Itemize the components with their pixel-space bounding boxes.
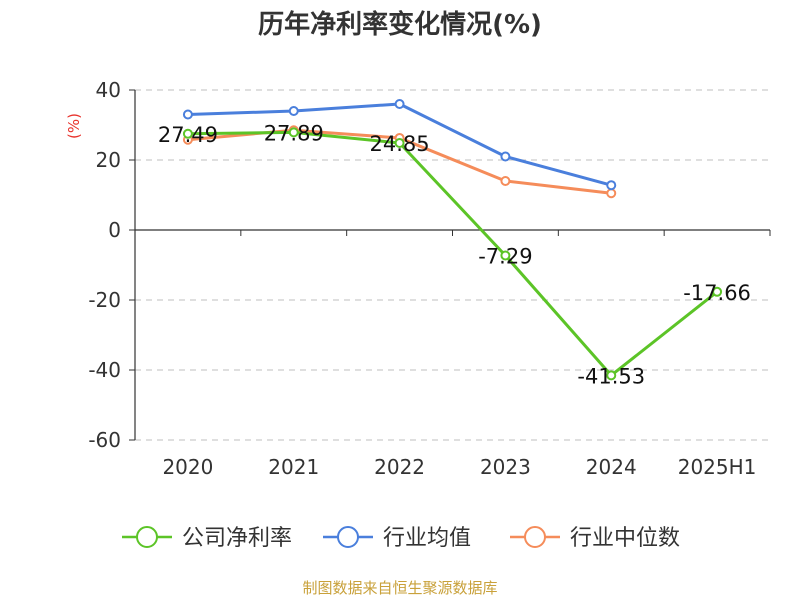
x-tick-label: 2022 — [374, 455, 425, 479]
y-tick-label: -20 — [88, 288, 121, 312]
legend-label: 公司净利率 — [182, 526, 292, 551]
chart-title: 历年净利率变化情况(%) — [258, 9, 542, 40]
y-tick-label: 40 — [96, 78, 121, 102]
legend-marker — [136, 526, 158, 548]
x-tick-label: 2023 — [480, 455, 531, 479]
data-point — [500, 151, 511, 162]
x-tick-label: 2025H1 — [678, 455, 757, 479]
y-tick-label: -40 — [88, 358, 121, 382]
series-line — [187, 130, 719, 377]
data-label: 27.49 — [158, 123, 218, 147]
data-label: 24.85 — [370, 132, 430, 156]
legend-item[interactable]: 公司净利率 — [122, 526, 292, 551]
legend-label: 行业均值 — [383, 526, 471, 551]
legend: 公司净利率 行业均值 行业中位数 — [122, 526, 680, 551]
data-label: 27.89 — [264, 121, 324, 145]
y-tick-label: -60 — [88, 428, 121, 452]
y-tick-label: 20 — [96, 148, 121, 172]
data-point — [606, 180, 617, 191]
axes: 40 20 0 -20 -40 -60 2020 2021 2022 2023 2024 2025H1 — [88, 78, 771, 479]
legend-label: 行业中位数 — [570, 526, 680, 551]
data-point — [288, 106, 299, 116]
legend-item[interactable]: 行业均值 — [323, 526, 471, 551]
y-tick-label: 0 — [108, 218, 121, 242]
grid-lines — [135, 89, 770, 441]
y-axis-label: (%) — [65, 113, 83, 139]
data-labels: 27.49 27.89 24.85 -7.29 -41.53 -17.66 — [158, 121, 751, 388]
x-tick-label: 2024 — [586, 455, 637, 479]
data-label: -7.29 — [478, 245, 532, 269]
data-point — [500, 250, 511, 261]
data-point — [606, 188, 617, 199]
data-point — [394, 138, 405, 149]
series-lines — [182, 99, 723, 381]
data-point — [288, 127, 299, 138]
data-point — [712, 286, 723, 297]
legend-item[interactable]: 行业中位数 — [510, 526, 680, 551]
source-note: 制图数据来自恒生聚源数据库 — [302, 579, 497, 597]
data-point — [394, 99, 405, 109]
legend-marker — [337, 526, 359, 548]
data-label: -41.53 — [577, 364, 645, 388]
data-point — [182, 109, 193, 120]
legend-marker — [524, 526, 546, 548]
data-point — [182, 128, 193, 139]
x-tick-label: 2020 — [162, 455, 213, 479]
data-point — [500, 176, 511, 186]
data-point — [606, 370, 617, 381]
data-label: -17.66 — [683, 281, 751, 305]
x-tick-label: 2021 — [268, 455, 319, 479]
